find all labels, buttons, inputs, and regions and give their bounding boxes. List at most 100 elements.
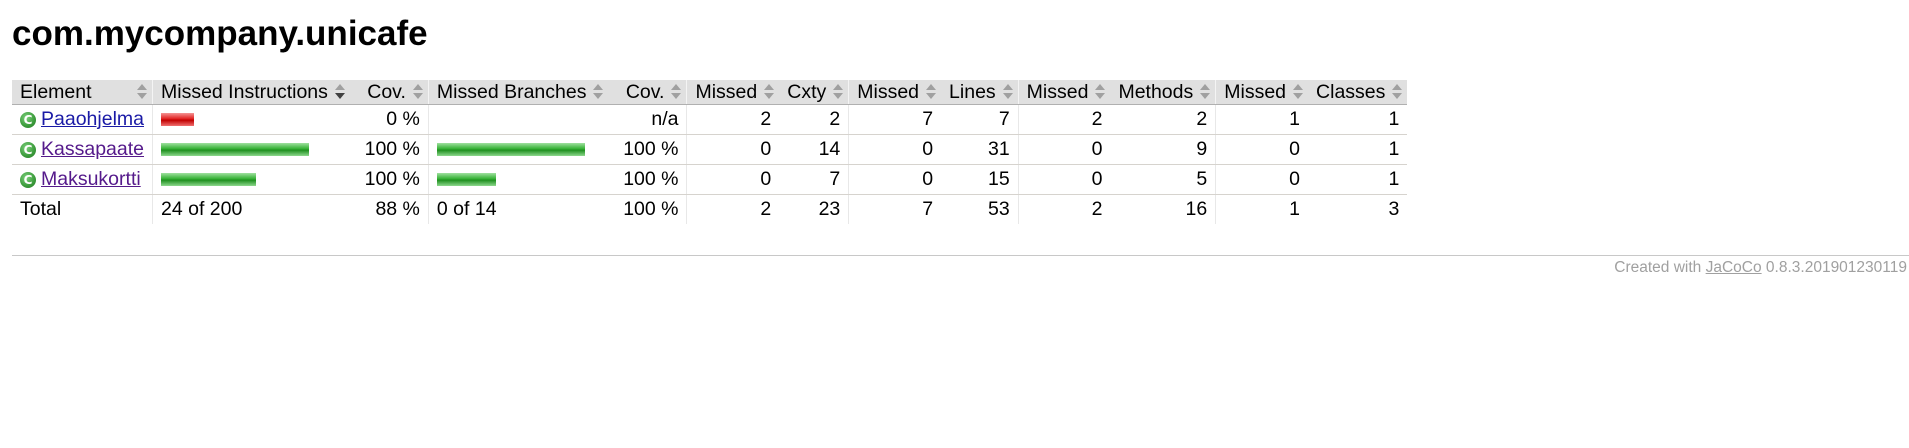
instr-cov-cell: 100 %	[349, 134, 429, 165]
total-instr-cov: 88 %	[375, 198, 420, 220]
coverage-table: Element Missed Instructions Cov. Missed …	[12, 80, 1408, 224]
lines-cell: 7	[941, 104, 1019, 135]
total-row: Total 24 of 200 88 % 0 of 14 100 % 2 23 …	[12, 194, 1407, 224]
missed-classes-cell: 1	[1215, 104, 1309, 135]
branches-bar-cell	[427, 164, 609, 195]
col-header-label: Cxty	[787, 80, 827, 103]
total-branch-cov: 100 %	[623, 198, 679, 220]
table-row: C Kassapaate 100 % 100 % 0 14 0 31 0 9 0 1	[12, 134, 1408, 165]
branches-coverage-bar	[436, 173, 496, 187]
page-title: com.mycompany.unicafe	[12, 14, 428, 53]
instructions-coverage-bar	[161, 113, 194, 127]
branches-coverage-bar	[436, 143, 585, 157]
col-header-missed-branches[interactable]: Missed Branches	[427, 80, 609, 105]
total-classes: 3	[1388, 198, 1400, 220]
element-wrapper: C Maksukortti	[20, 168, 144, 191]
col-header-label: Missed Branches	[436, 80, 587, 103]
sort-arrows-icon	[593, 84, 604, 100]
branch-cov-cell: 100 %	[608, 134, 687, 165]
total-cxty: 23	[818, 198, 841, 220]
total-missed-methods: 2	[1017, 194, 1111, 224]
col-header-missed-cxty[interactable]: Missed	[686, 80, 780, 105]
class-link[interactable]: Paaohjelma	[41, 108, 144, 130]
missed-lines-cell: 7	[848, 104, 942, 135]
col-header-label: Cov.	[625, 80, 665, 103]
element-cell: C Maksukortti	[12, 164, 153, 195]
report-page: com.mycompany.unicafe Element Missed Ins…	[12, 0, 1909, 224]
methods-cell: 9	[1110, 134, 1216, 165]
footer-divider	[12, 255, 1909, 256]
col-header-missed-methods[interactable]: Missed	[1017, 80, 1111, 105]
footer: Created with JaCoCo 0.8.3.201901230119	[1614, 259, 1907, 277]
col-header-classes[interactable]: Classes	[1308, 80, 1408, 105]
instructions-bar-cell	[151, 134, 350, 165]
col-header-label: Missed Instructions	[161, 80, 328, 103]
branch-cov-cell: 100 %	[608, 164, 687, 195]
cxty-cell: 14	[779, 134, 849, 165]
element-cell: C Paaohjelma	[12, 104, 153, 135]
col-header-label: Lines	[949, 80, 996, 103]
col-header-missed-lines[interactable]: Missed	[848, 80, 942, 105]
element-wrapper: C Kassapaate	[20, 138, 144, 161]
col-header-branch-cov[interactable]: Cov.	[608, 80, 687, 105]
instructions-bar-cell	[151, 104, 350, 135]
col-header-element[interactable]: Element	[12, 80, 153, 105]
col-header-missed-classes[interactable]: Missed	[1215, 80, 1309, 105]
branches-bar-cell	[427, 134, 609, 165]
branches-bar-cell	[427, 104, 609, 135]
instr-cov-cell: 100 %	[349, 164, 429, 195]
total-branches: 0 of 14	[427, 194, 609, 224]
missed-methods-cell: 0	[1017, 134, 1111, 165]
missed-cxty-cell: 0	[686, 134, 780, 165]
col-header-label: Missed	[1026, 80, 1089, 103]
col-header-methods[interactable]: Methods	[1110, 80, 1216, 105]
class-icon: C	[20, 111, 36, 128]
col-header-cxty[interactable]: Cxty	[779, 80, 849, 105]
branch-cov-cell: n/a	[608, 104, 687, 135]
total-missed-cxty: 2	[686, 194, 780, 224]
instructions-bar-cell	[151, 164, 350, 195]
table-body: C Paaohjelma 0 % n/a 2 2 7 7 2 2 1 1 C Kassapaate 100 …	[12, 104, 1408, 195]
table-header: Element Missed Instructions Cov. Missed …	[12, 80, 1408, 105]
col-header-missed-instructions[interactable]: Missed Instructions	[151, 80, 350, 105]
lines-cell: 15	[941, 164, 1019, 195]
table-row: C Maksukortti 100 % 100 % 0 7 0 15 0 5 0 1	[12, 164, 1408, 195]
col-header-label: Cov.	[367, 80, 406, 103]
class-icon: C	[20, 141, 36, 158]
cxty-cell: 7	[779, 164, 849, 195]
total-missed-lines: 7	[848, 194, 942, 224]
missed-lines-cell: 0	[848, 134, 942, 165]
col-header-label: Classes	[1316, 80, 1386, 103]
sort-arrows-icon	[1002, 84, 1013, 100]
cxty-cell: 2	[779, 104, 849, 135]
jacoco-link[interactable]: JaCoCo	[1705, 259, 1762, 276]
total-lines: 53	[987, 198, 1010, 220]
class-link[interactable]: Kassapaate	[41, 138, 144, 160]
sort-arrows-icon	[764, 84, 775, 100]
sort-arrows-icon	[833, 84, 844, 100]
element-cell: C Kassapaate	[12, 134, 153, 165]
table-row: C Paaohjelma 0 % n/a 2 2 7 7 2 2 1 1	[12, 104, 1408, 135]
footer-version: 0.8.3.201901230119	[1765, 259, 1907, 276]
col-header-label: Missed	[1224, 80, 1287, 103]
sort-arrows-icon	[1200, 84, 1211, 100]
sort-arrows-icon	[1095, 84, 1106, 100]
sort-arrows-icon	[412, 84, 423, 100]
sort-arrows-icon	[137, 84, 147, 100]
missed-methods-cell: 0	[1017, 164, 1111, 195]
instructions-coverage-bar	[161, 173, 256, 187]
table-footer: Total 24 of 200 88 % 0 of 14 100 % 2 23 …	[12, 194, 1407, 224]
total-methods: 16	[1185, 198, 1208, 220]
total-instructions: 24 of 200	[151, 194, 350, 224]
col-header-label: Missed	[695, 80, 758, 103]
class-link[interactable]: Maksukortti	[41, 168, 141, 190]
col-header-lines[interactable]: Lines	[941, 80, 1019, 105]
missed-classes-cell: 0	[1215, 164, 1309, 195]
methods-cell: 5	[1110, 164, 1216, 195]
missed-classes-cell: 0	[1215, 134, 1309, 165]
instructions-coverage-bar	[161, 143, 309, 157]
classes-cell: 1	[1308, 164, 1408, 195]
methods-cell: 2	[1110, 104, 1216, 135]
col-header-instr-cov[interactable]: Cov.	[349, 80, 429, 105]
classes-cell: 1	[1308, 104, 1408, 135]
